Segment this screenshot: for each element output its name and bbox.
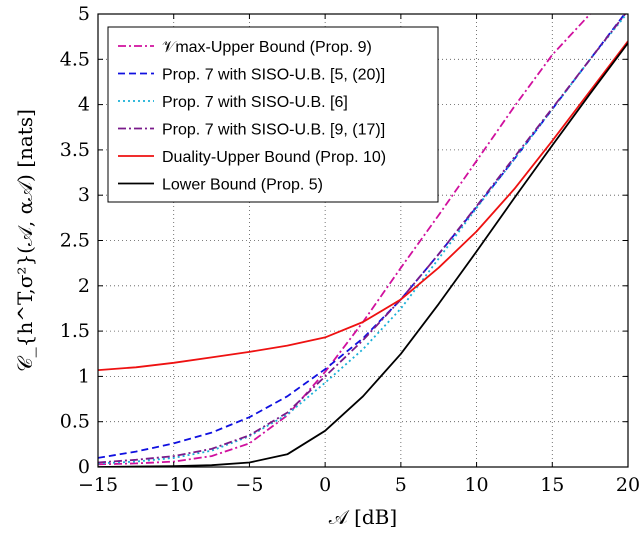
y-axis-label: 𝒞_{h^T,σ²}(𝒜, α𝒜) [nats] — [13, 109, 37, 372]
legend-entry-label: Prop. 7 with SISO-U.B. [5, (20)] — [162, 67, 385, 84]
x-tick-label: 10 — [464, 474, 488, 496]
x-axis-label: 𝒜 [dB] — [329, 505, 397, 529]
y-tick-label: 2 — [78, 275, 90, 297]
y-tick-label: 4.5 — [60, 48, 90, 70]
y-tick-label: 4 — [78, 94, 90, 116]
series-line-6 — [98, 42, 628, 467]
axis-ticks: −15 −10 −5 0 5 10 15 20 0 0.5 1 1.5 2 2.5 3 3.5 4 4.5 5 — [60, 3, 640, 496]
legend: 𝒱max-Upper Bound (Prop. 9) Prop. 7 with S… — [107, 26, 439, 203]
x-tick-label: 20 — [616, 474, 640, 496]
y-tick-label: 0.5 — [60, 411, 90, 433]
x-tick-label: 0 — [319, 474, 331, 496]
series-line-1 — [98, 14, 591, 466]
legend-entry-label: 𝒱max-Upper Bound (Prop. 9) — [162, 39, 372, 56]
y-tick-label: 1.5 — [60, 320, 90, 342]
y-tick-label: 3.5 — [60, 139, 90, 161]
x-tick-label: 5 — [395, 474, 407, 496]
x-tick-label: 15 — [540, 474, 564, 496]
x-tick-label: −15 — [78, 474, 118, 496]
y-tick-label: 2.5 — [60, 230, 90, 252]
x-tick-label: −10 — [154, 474, 194, 496]
y-tick-label: 3 — [78, 184, 90, 206]
x-tick-label: −5 — [235, 474, 263, 496]
legend-entry-label: Duality-Upper Bound (Prop. 10) — [162, 149, 386, 166]
y-tick-label: 5 — [78, 3, 90, 25]
plot-series — [98, 14, 628, 467]
legend-entry-label: Prop. 7 with SISO-U.B. [9, (17)] — [162, 122, 385, 139]
legend-entry-label: Prop. 7 with SISO-U.B. [6] — [162, 94, 348, 111]
legend-box — [107, 26, 439, 203]
y-tick-label: 1 — [78, 365, 90, 387]
y-tick-label: 0 — [78, 456, 90, 478]
series-line-5 — [98, 40, 628, 371]
legend-entry-label: Lower Bound (Prop. 5) — [162, 177, 323, 194]
series-line-4 — [98, 14, 627, 464]
